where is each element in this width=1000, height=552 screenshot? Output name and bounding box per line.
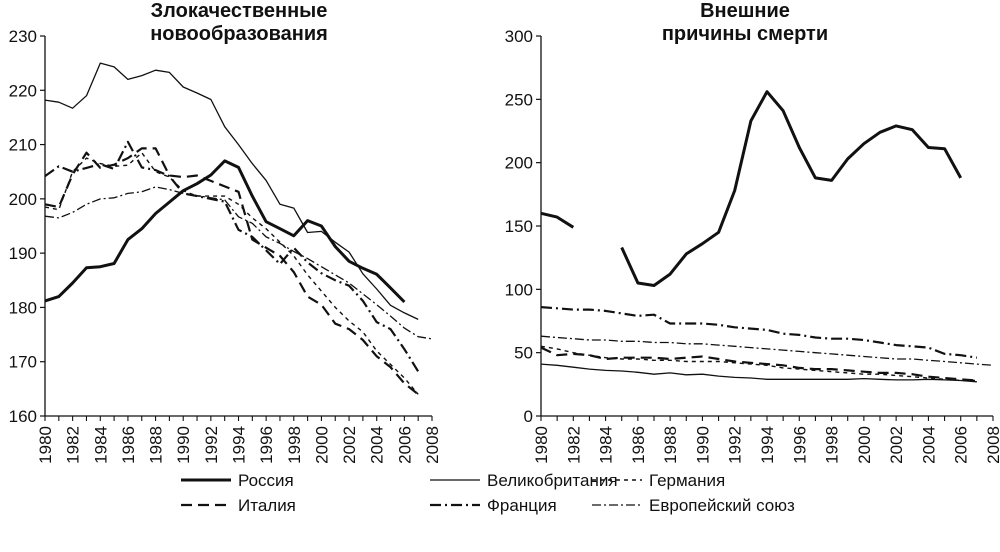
x-tick-label: 1982 [564, 426, 583, 464]
x-tick-label: 1990 [693, 426, 712, 464]
chart-title-line-2: причины смерти [662, 23, 828, 45]
y-tick-label: 200 [9, 190, 37, 209]
x-tick-label: 1998 [285, 426, 304, 464]
x-tick-label: 1986 [119, 426, 138, 464]
chart-title-line-1: Внешние [700, 0, 790, 22]
y-tick-label: 50 [514, 344, 533, 363]
series-line-eu [540, 335, 994, 366]
y-tick-label: 250 [505, 90, 533, 109]
y-tick-label: 100 [505, 280, 533, 299]
legend-label: Италия [238, 496, 296, 515]
series-line-germany [540, 345, 977, 382]
x-tick-label: 2000 [312, 426, 331, 464]
x-tick-label: 2006 [952, 426, 971, 464]
x-tick-label: 1992 [202, 426, 221, 464]
x-tick-label: 1994 [758, 426, 777, 464]
x-tick-label: 2000 [855, 426, 874, 464]
x-tick-label: 1992 [726, 426, 745, 464]
y-tick-label: 190 [9, 244, 37, 263]
x-tick-label: 1984 [597, 426, 616, 464]
x-tick-label: 1988 [661, 426, 680, 464]
x-tick-label: 2008 [984, 426, 1000, 464]
series-line-eu [44, 186, 433, 340]
panel-malignant-neoplasms: Злокачественные новообразования 160 170 18… [9, 0, 442, 464]
x-tick-label: 1984 [91, 426, 110, 464]
legend-label: Франция [487, 496, 557, 515]
legend-label: Россия [238, 471, 294, 490]
legend-label: Великобритания [487, 471, 618, 490]
panel-external-causes: Внешние причины смерти 0 50 100 150 200 250 30… [505, 0, 1000, 464]
y-tick-label: 0 [524, 407, 533, 426]
x-tick-label: 2002 [340, 426, 359, 464]
y-tick-label: 150 [505, 217, 533, 236]
legend-label: Европейский союз [649, 496, 795, 515]
legend-label: Германия [649, 471, 725, 490]
x-tick-label: 1994 [230, 426, 249, 464]
x-tick-label: 1988 [147, 426, 166, 464]
x-tick-label: 2006 [395, 426, 414, 464]
y-tick-label: 200 [505, 154, 533, 173]
x-tick-label: 1990 [174, 426, 193, 464]
x-tick-label: 1980 [36, 426, 55, 464]
x-tick-label: 1982 [64, 426, 83, 464]
x-tick-label: 1996 [257, 426, 276, 464]
y-tick-label: 210 [9, 136, 37, 155]
series-line-italy [44, 147, 419, 396]
y-tick-label: 230 [9, 27, 37, 46]
y-tick-label: 180 [9, 298, 37, 317]
x-tick-label: 2004 [368, 426, 387, 464]
x-tick-label: 2004 [919, 426, 938, 464]
series-line-russia [540, 90, 963, 287]
y-tick-label: 220 [9, 81, 37, 100]
series-line-germany [44, 152, 419, 395]
y-tick-label: 160 [9, 407, 37, 426]
x-tick-label: 2008 [423, 426, 442, 464]
series-line-russia [44, 159, 406, 304]
chart-title-line-1: Злокачественные [151, 0, 328, 22]
x-tick-label: 1986 [629, 426, 648, 464]
series-line-france [540, 306, 978, 359]
x-tick-label: 2002 [887, 426, 906, 464]
series-line-uk [540, 363, 977, 383]
y-tick-label: 170 [9, 353, 37, 372]
y-tick-label: 300 [505, 27, 533, 46]
x-tick-label: 1996 [790, 426, 809, 464]
x-tick-label: 1980 [532, 426, 551, 464]
legend: Россия Великобритания Германия Италия Франци… [181, 471, 795, 515]
series-line-france [44, 140, 420, 373]
chart-title-line-2: новообразования [150, 23, 328, 45]
series-line-uk [44, 62, 419, 320]
series-line-italy [540, 346, 977, 382]
x-tick-label: 1998 [823, 426, 842, 464]
